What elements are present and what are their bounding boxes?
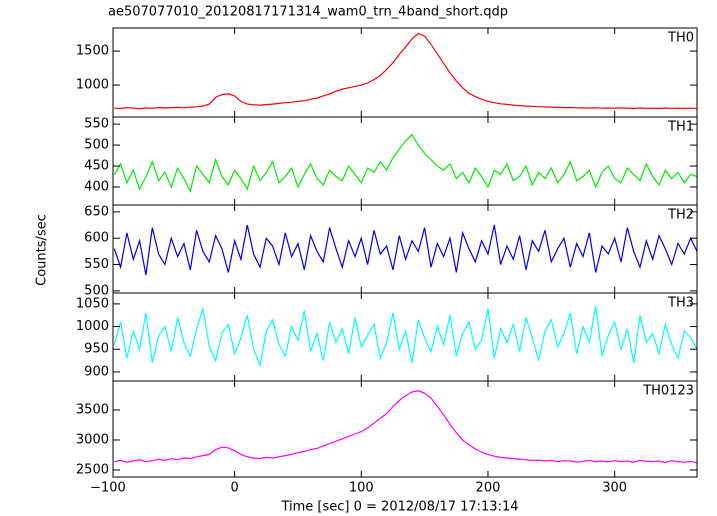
- y-tick-label: 900: [84, 364, 109, 379]
- y-tick-label: 3000: [76, 432, 109, 447]
- series-line: [113, 306, 698, 368]
- y-tick-label: 1050: [76, 296, 109, 311]
- panel-label: TH2: [667, 208, 694, 223]
- panel-label: TH0123: [642, 384, 694, 399]
- series-line: [113, 224, 698, 276]
- x-axis-label: Time [sec] 0 = 2012/08/17 17:13:14: [280, 500, 518, 515]
- y-tick-label: 550: [84, 257, 109, 272]
- x-tick-label: 100: [349, 481, 374, 496]
- y-tick-label: 1000: [76, 319, 109, 334]
- y-tick-label: 550: [84, 117, 109, 132]
- y-tick-label: 600: [84, 231, 109, 246]
- y-axis-label: Counts/sec: [35, 214, 50, 286]
- series-line: [114, 32, 698, 110]
- y-tick-label: 500: [84, 138, 109, 153]
- panel-frame: [112, 292, 698, 382]
- panel-frame: [112, 380, 698, 478]
- y-tick-label: 950: [84, 342, 109, 357]
- panel-frame: [112, 27, 698, 118]
- y-tick-label: 650: [84, 204, 109, 219]
- panel-label: TH3: [667, 296, 694, 311]
- y-tick-label: 1500: [76, 44, 109, 59]
- series-line: [113, 133, 698, 193]
- series-line: [114, 390, 698, 464]
- y-tick-label: 3500: [76, 402, 109, 417]
- x-tick-label: 200: [476, 481, 501, 496]
- x-tick-label: 0: [230, 481, 238, 496]
- y-tick-label: 500: [84, 283, 109, 298]
- y-tick-label: 2500: [76, 462, 109, 477]
- panel-label: TH1: [667, 120, 694, 135]
- y-tick-label: 450: [84, 159, 109, 174]
- y-tick-label: 1000: [76, 78, 109, 93]
- x-tick-label: 300: [602, 481, 627, 496]
- panel-frame: [112, 116, 698, 206]
- panel-label: TH0: [667, 31, 694, 46]
- y-tick-label: 400: [84, 179, 109, 194]
- panel-frame: [112, 204, 698, 294]
- x-tick-label: −100: [90, 481, 126, 496]
- chart-title: ae507077010_20120817171314_wam0_trn_4ban…: [108, 5, 508, 20]
